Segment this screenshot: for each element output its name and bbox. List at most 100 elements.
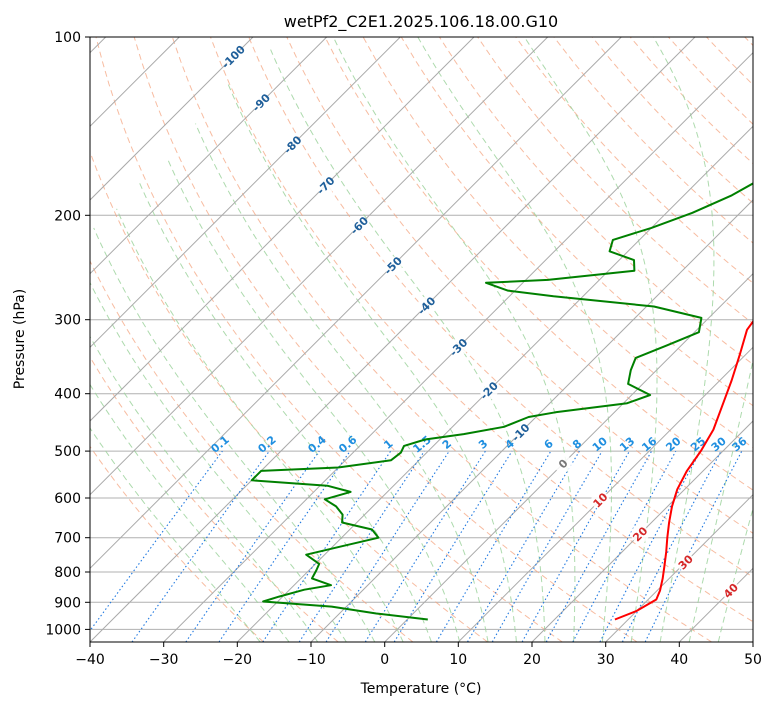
y-tick-label: 600 [54,491,81,507]
mixing-ratio-line [393,450,513,642]
dry-adiabat [133,37,638,642]
x-tick-label: −40 [75,652,105,668]
y-tick-label: 500 [54,444,81,460]
moist-adiabat [227,83,517,642]
moist-adiabat [90,427,261,642]
moist-adiabat [90,383,290,642]
y-tick-label: 400 [54,387,81,403]
mixing-ratio-line [262,450,392,642]
mixing-ratio-line [218,450,351,642]
mixing-ratio-line [325,450,450,642]
isotherm-label: -80 [281,133,304,156]
x-tick-label: 50 [744,652,762,668]
dry-adiabat [90,259,414,642]
isotherm [90,37,549,496]
isotherm-label: -20 [478,379,501,402]
moist-adiabat [195,123,489,642]
x-tick-label: 0 [380,652,389,668]
isotherm [678,567,753,642]
dry-adiabats [90,37,753,642]
mixing-ratio-line [644,450,743,642]
dry-adiabat [248,37,753,578]
y-tick-label: 1000 [45,622,81,638]
dry-adiabat [286,37,753,534]
isotherm [531,420,753,642]
isotherm-label-bg [479,381,498,400]
mixing-ratio-line [545,450,653,642]
plot-frame [89,36,754,643]
moist-adiabat [93,227,376,642]
dry-adiabat [706,37,753,86]
x-tick-label: −10 [296,652,326,668]
isotherm-label: -50 [382,254,405,277]
y-tick-label: 200 [54,208,81,224]
dry-adiabat [210,37,753,623]
y-axis-label: Pressure (hPa) [12,289,28,389]
dry-adiabat [477,37,753,325]
mixing-ratio-label: 3 [476,437,490,452]
chart-title: wetPf2_C2E1.2025.106.18.00.G10 [284,12,558,32]
dry-adiabat [668,37,753,125]
isotherm-label-bg [449,338,468,357]
isotherms [90,37,753,642]
isotherm [90,37,622,570]
moist-adiabats [90,37,753,642]
isotherm-label-bg [350,216,369,235]
moist-adiabat [270,49,546,642]
mixing-ratio-label: 6 [542,437,556,452]
dry-adiabat [515,37,753,284]
isotherm-label-bg [283,135,302,154]
dry-adiabat [171,37,712,642]
mixing-ratio-line [90,450,223,632]
y-axis-ticks: 100 200 300 400 500 600 700 800 900 1000 [45,30,90,638]
mixing-ratio-line [185,450,320,642]
x-tick-label: −30 [149,652,179,668]
y-tick-label: 700 [54,531,81,547]
moist-adiabat [166,157,461,642]
isotherm [90,37,696,642]
isotherm-label-bg [676,553,695,572]
y-tick-label: 300 [54,313,81,329]
isotherm-label: -100 [219,43,248,72]
x-tick-label: 20 [523,652,541,668]
mixing-ratio-line [599,450,701,642]
mixing-ratio-label: 0.4 [305,433,329,456]
mixing-ratio-label: 8 [570,437,584,452]
mixing-ratio-label: 0.1 [209,433,232,455]
moist-adiabat [652,37,715,642]
x-tick-label: 30 [597,652,615,668]
moist-adiabat [523,37,658,642]
dry-adiabat [90,356,339,642]
moist-adiabat [417,37,612,642]
isotherm-label-bg [631,525,649,543]
temperature-profile [614,319,753,621]
dewpoint-profile [250,182,753,621]
isotherm-label-bg [721,581,740,600]
y-tick-label: 900 [54,595,81,611]
profile-series [250,182,753,621]
dry-adiabat [95,37,563,642]
isotherm [457,346,753,642]
plot-area: -100-90-80-70-60-50-40-30-20-10010203040… [90,37,753,642]
mixing-ratio-line [298,450,425,642]
isotherm [752,641,753,642]
x-tick-label: 40 [670,652,688,668]
x-axis-label: Temperature (°C) [360,681,482,697]
x-axis-ticks: −40 −30 −20 −10 0 10 20 30 40 50 [75,642,762,668]
isotherm [236,125,753,642]
dry-adiabat [90,150,488,642]
moist-adiabat [717,506,753,642]
isotherm-label-bg [252,93,271,112]
isotherm-label-bg [591,491,610,510]
x-tick-label: 10 [449,652,467,668]
moist-adiabat [138,180,432,642]
isotherm [90,37,401,349]
mixing-ratio-lines [90,450,743,642]
mixing-ratio-labels: 0.1 0.2 0.4 0.6 1 1.5 2 3 4 6 8 10 13 16 20 25 30 36 [209,433,750,456]
y-tick-label: 800 [54,565,81,581]
isotherm [90,37,475,422]
mixing-ratio-line [435,450,552,642]
isotherm [90,37,254,201]
